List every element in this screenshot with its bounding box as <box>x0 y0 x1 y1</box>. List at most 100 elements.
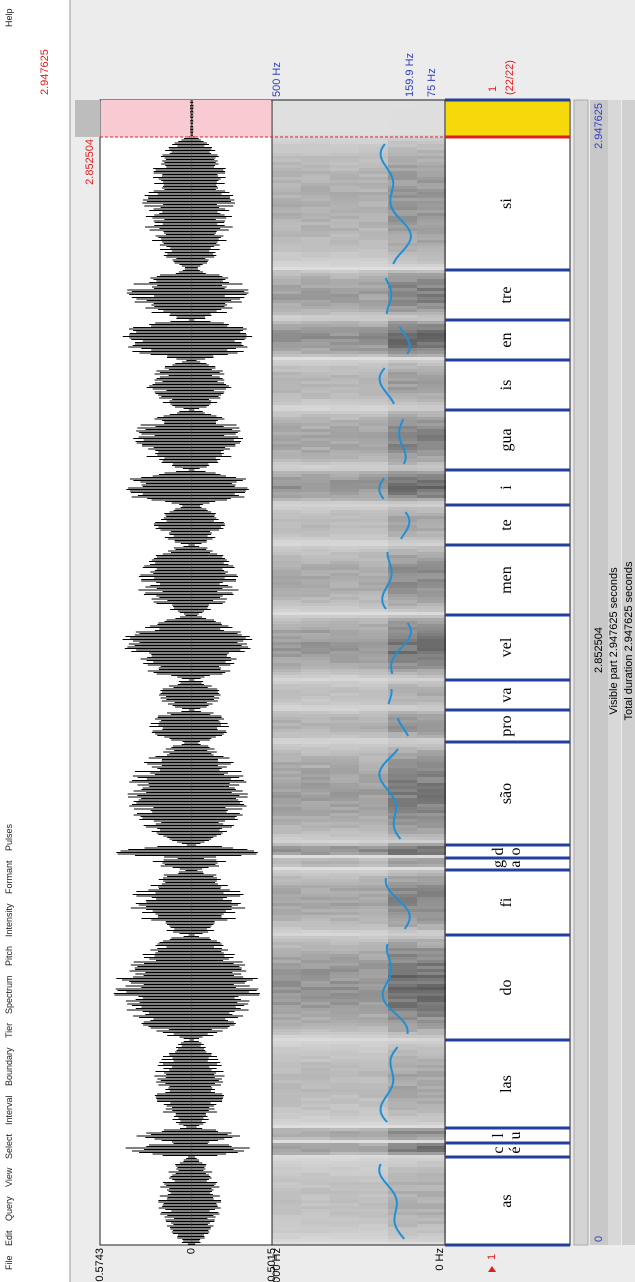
spectrogram-cell <box>417 990 446 993</box>
spectrogram-cell <box>301 120 330 123</box>
spectrogram-cell <box>330 561 359 564</box>
spectrogram-cell <box>301 555 330 558</box>
spectrogram-cell <box>417 603 446 606</box>
spectrogram-cell <box>301 1020 330 1023</box>
spectrogram-cell <box>388 291 417 294</box>
spectrogram-cell <box>359 1152 388 1155</box>
interval-label: si <box>445 139 570 268</box>
spectrogram-cell <box>272 240 301 243</box>
spectrogram-cell <box>272 786 301 789</box>
spectrogram-cell <box>272 1149 301 1152</box>
spectrogram-cell <box>359 780 388 783</box>
spectrogram-cell <box>388 1104 417 1107</box>
spectrogram-cell <box>301 408 330 411</box>
spectrogram-cell <box>272 285 301 288</box>
spectrogram-cell <box>359 942 388 945</box>
spectrogram-cell <box>301 582 330 585</box>
spectrogram-cell <box>359 198 388 201</box>
spectrogram-cell <box>272 1203 301 1206</box>
spectrogram-cell <box>301 798 330 801</box>
menu-item[interactable]: Spectrum <box>4 975 14 1014</box>
spectrogram-cell <box>272 684 301 687</box>
menu-item[interactable]: Tier <box>4 1023 14 1038</box>
spectrogram-cell <box>272 1008 301 1011</box>
menu-item[interactable]: Interval <box>4 1095 14 1125</box>
spectrogram-cell <box>388 333 417 336</box>
spectrogram-cell <box>417 672 446 675</box>
spectrogram-cell <box>359 1011 388 1014</box>
menu-item[interactable]: Edit <box>4 1230 14 1246</box>
spectrogram-cell <box>330 861 359 864</box>
spectrogram-cell <box>301 1233 330 1236</box>
spectrogram-cell <box>417 732 446 735</box>
menu-item[interactable]: File <box>4 1255 14 1270</box>
spectrogram-cell <box>417 222 446 225</box>
spectrogram-cell <box>359 885 388 888</box>
spectrogram-cell <box>272 831 301 834</box>
spectrogram-cell <box>272 360 301 363</box>
spectrogram-cell <box>272 567 301 570</box>
spectrogram-cell <box>330 270 359 273</box>
menu-item[interactable]: Select <box>4 1134 14 1159</box>
spectrogram-cell <box>359 540 388 543</box>
spectrogram-cell <box>330 1188 359 1191</box>
spectrogram-cell <box>301 1062 330 1065</box>
spectrogram-cell <box>330 336 359 339</box>
spectrogram-cell <box>359 1062 388 1065</box>
spectrogram-cell <box>359 858 388 861</box>
spectrogram-cell <box>330 510 359 513</box>
spectrogram-cell <box>359 1035 388 1038</box>
spectrogram-cell <box>272 297 301 300</box>
spectrogram-cell <box>330 534 359 537</box>
spectrogram-cell <box>330 1170 359 1173</box>
spectrogram-cell <box>359 513 388 516</box>
spectrogram-cell <box>388 282 417 285</box>
spectrogram-cell <box>417 825 446 828</box>
menu-item[interactable]: Boundary <box>4 1047 14 1086</box>
spectrogram-cell <box>301 195 330 198</box>
spectrogram-cell <box>359 450 388 453</box>
spectrogram-cell <box>359 1038 388 1041</box>
menu-item[interactable]: Pitch <box>4 946 14 966</box>
spectrogram-cell <box>417 1029 446 1032</box>
spectrogram-cell <box>359 1086 388 1089</box>
spectrogram-cell <box>359 771 388 774</box>
spectrogram-cell <box>272 1230 301 1233</box>
spectrogram-cell <box>359 1188 388 1191</box>
spectrogram-cell <box>359 303 388 306</box>
spectrogram-cell <box>359 822 388 825</box>
spectrogram-cell <box>359 252 388 255</box>
spectrogram-cell <box>417 930 446 933</box>
spectrogram-cell <box>388 834 417 837</box>
spectrogram-cell <box>272 840 301 843</box>
spectrogram-cell <box>301 1002 330 1005</box>
menu-item[interactable]: Pulses <box>4 824 14 851</box>
menu-item[interactable]: View <box>4 1168 14 1187</box>
spectrogram-cell <box>388 456 417 459</box>
spectrogram-cell <box>272 321 301 324</box>
spectrogram-cell <box>388 1146 417 1149</box>
spectrogram-cell <box>272 156 301 159</box>
interval-label: do <box>445 847 570 856</box>
spectrogram-cell <box>330 558 359 561</box>
spectrogram-cell <box>417 567 446 570</box>
menu-item[interactable]: Query <box>4 1196 14 1221</box>
help-menu[interactable]: Help <box>4 8 14 27</box>
spectrogram-cell <box>359 1134 388 1137</box>
spectrogram-cell <box>359 444 388 447</box>
spectrogram-cell <box>301 231 330 234</box>
spectrogram-cell <box>301 462 330 465</box>
spectrogram-cell <box>359 117 388 120</box>
spectrogram-cell <box>388 471 417 474</box>
spectrogram-cell <box>417 456 446 459</box>
menu-item[interactable]: Formant <box>4 860 14 894</box>
spectrogram-cell <box>301 483 330 486</box>
spectrogram-cell <box>301 1137 330 1140</box>
spectrogram-cell <box>417 576 446 579</box>
spectrogram-cell <box>417 915 446 918</box>
menu-item[interactable]: Intensity <box>4 903 14 937</box>
spectrogram-cell <box>272 123 301 126</box>
spectrogram-cell <box>330 1011 359 1014</box>
spectrogram-cell <box>330 780 359 783</box>
spectrogram-cell <box>272 348 301 351</box>
